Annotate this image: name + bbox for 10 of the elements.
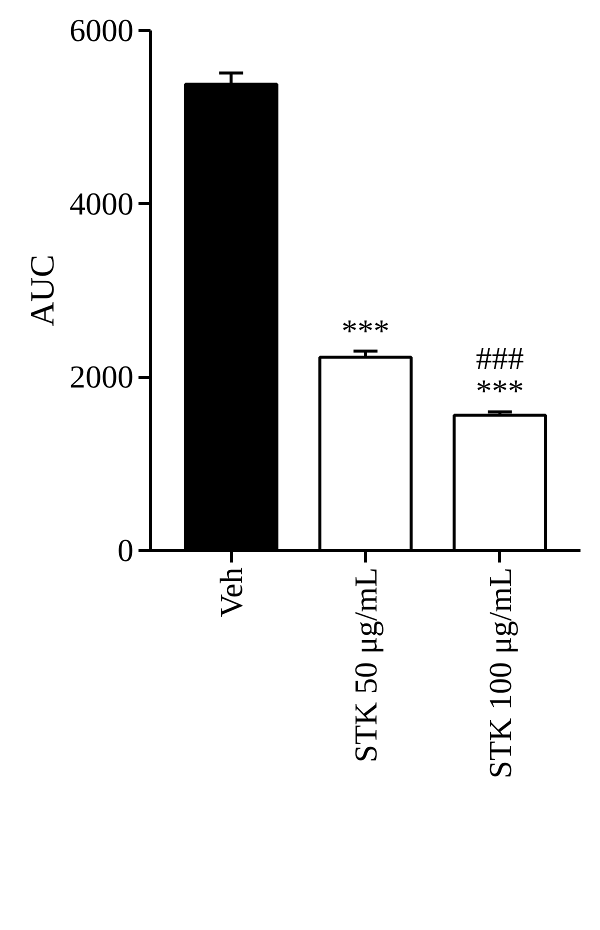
y-tick-label: 0	[118, 532, 134, 568]
x-tick-label: STK 100 μg/mL	[482, 568, 518, 778]
annotation: ### ***	[476, 340, 524, 408]
x-tick-label: STK 50 μg/mL	[348, 568, 384, 762]
y-tick-label: 6000	[70, 12, 134, 48]
annotation: ***	[342, 312, 390, 349]
y-tick-label: 4000	[70, 185, 134, 222]
x-tick-label: Veh	[213, 568, 250, 618]
y-axis-title: AUC	[24, 254, 62, 326]
y-tick-label: 2000	[70, 358, 134, 395]
